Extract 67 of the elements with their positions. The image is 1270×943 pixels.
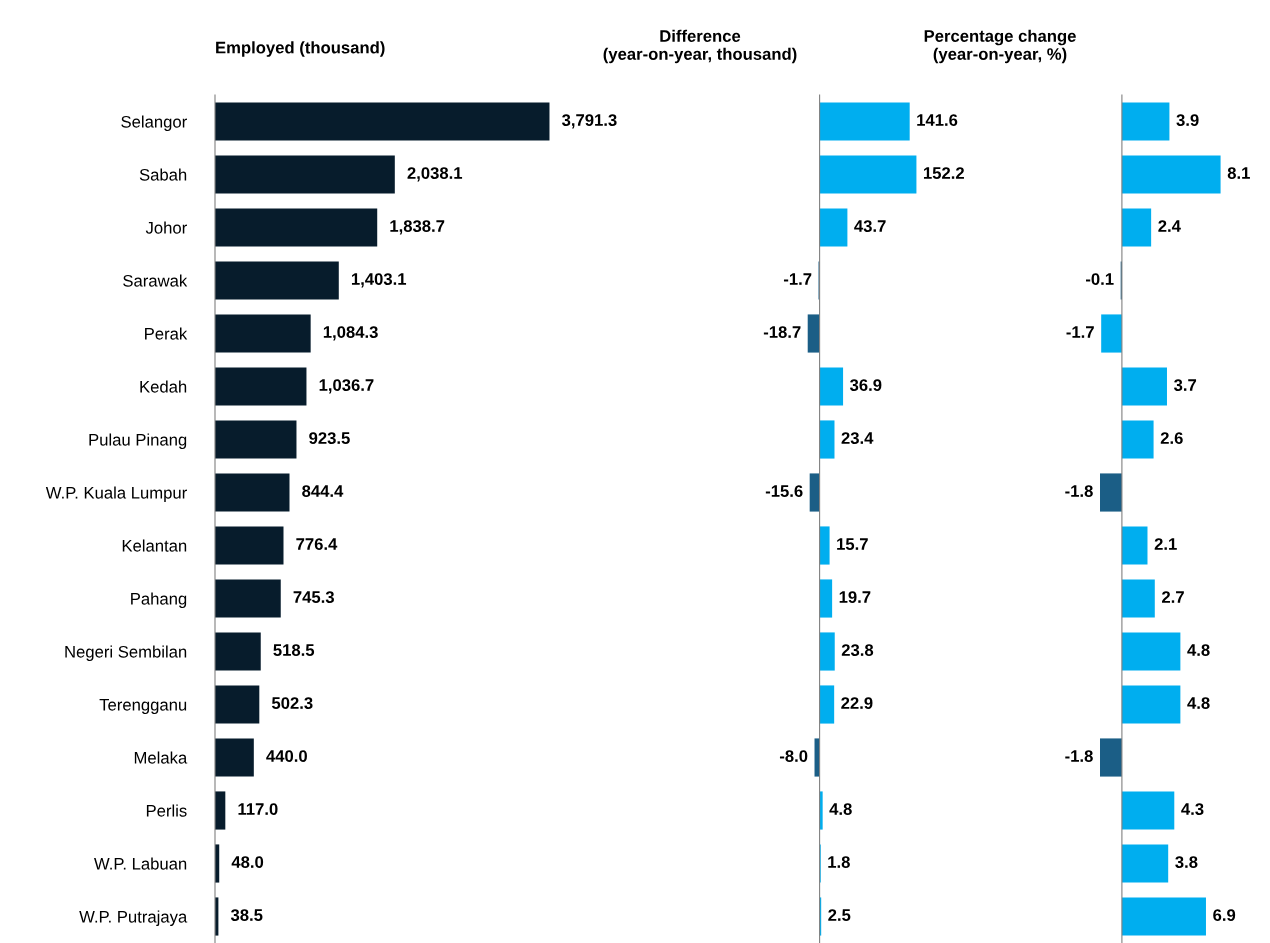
data-label: 502.3 [271, 697, 313, 709]
data-label: 1,403.1 [351, 273, 407, 288]
data-label: 19.7 [839, 591, 871, 603]
data-label: 2.7 [1162, 591, 1184, 603]
y-tick-label: Negeri Sembilan [65, 645, 187, 661]
data-label: 3,791.3 [561, 114, 617, 129]
data-label: 4.3 [1181, 803, 1204, 815]
data-label: 38.5 [230, 909, 263, 921]
data-label: 1,036.7 [319, 379, 374, 394]
data-label: 518.5 [273, 644, 315, 656]
data-label: 152.2 [923, 167, 964, 179]
y-tick-label: Pulau Pinang [89, 433, 187, 449]
y-tick-label: Selangor [121, 115, 187, 131]
y-tick-label: W.P. Labuan [94, 857, 187, 870]
data-label: 2.1 [1154, 538, 1177, 550]
data-label: 4.8 [829, 803, 852, 815]
data-label: 2.4 [1158, 220, 1181, 232]
y-tick-label: W.P. Kuala Lumpur [45, 486, 187, 502]
data-label: 1,838.7 [390, 220, 445, 235]
y-tick-label: Kedah [140, 380, 187, 393]
y-tick-label: W.P. Putrajaya [79, 910, 188, 926]
data-label: 8.1 [1227, 167, 1250, 179]
data-label: 36.9 [849, 379, 882, 391]
data-label: 15.7 [837, 538, 868, 550]
y-tick-label: Melaka [134, 751, 188, 764]
data-label: 23.4 [841, 432, 874, 444]
data-label: -1.7 [783, 273, 812, 285]
chart-title: Difference (year-on-year, thousand) [603, 29, 797, 64]
data-label: 923.5 [309, 432, 350, 444]
data-label: 43.7 [854, 220, 886, 232]
data-label: 440.0 [266, 750, 307, 762]
data-label: 3.8 [1175, 856, 1198, 868]
data-label: 3.7 [1173, 379, 1197, 391]
data-label: 141.6 [917, 114, 958, 126]
data-label: -1.7 [1066, 326, 1094, 338]
data-label: 22.9 [841, 697, 873, 709]
data-label: 48.0 [231, 856, 264, 868]
y-tick-label: Terengganu [99, 699, 187, 714]
data-label: -15.6 [765, 485, 803, 497]
y-tick-label: Perak [145, 327, 188, 340]
chart-title: Employed (thousand) [216, 41, 385, 57]
data-label: -18.7 [763, 326, 801, 338]
data-label: -8.0 [779, 750, 808, 762]
y-tick-label: Pahang [131, 592, 187, 608]
data-label: -1.8 [1065, 485, 1093, 497]
data-label: 2.6 [1160, 432, 1183, 444]
data-label: 1,084.3 [323, 326, 378, 341]
data-label: 4.8 [1187, 697, 1210, 709]
data-label: 2,038.1 [407, 167, 463, 182]
data-label: 844.4 [302, 485, 344, 497]
data-label: -1.8 [1065, 750, 1093, 762]
data-label: 4.8 [1187, 644, 1210, 656]
y-tick-label: Perlis [146, 804, 187, 817]
data-label: 1.8 [828, 856, 850, 868]
data-label: 3.9 [1176, 114, 1199, 126]
data-label: -0.1 [1085, 273, 1114, 285]
data-label: 776.4 [296, 538, 338, 550]
y-tick-label: Sarawak [123, 274, 188, 287]
data-label: 745.3 [293, 591, 334, 603]
data-label: 23.8 [841, 644, 874, 656]
y-tick-label: Sabah [139, 168, 187, 181]
data-label: 6.9 [1213, 909, 1236, 921]
data-label: 117.0 [238, 803, 278, 815]
y-tick-label: Johor [145, 221, 187, 234]
data-label: 2.5 [828, 909, 851, 921]
y-tick-label: Kelantan [122, 539, 187, 552]
chart-title: Percentage change (year-on-year, %) [924, 29, 1076, 64]
